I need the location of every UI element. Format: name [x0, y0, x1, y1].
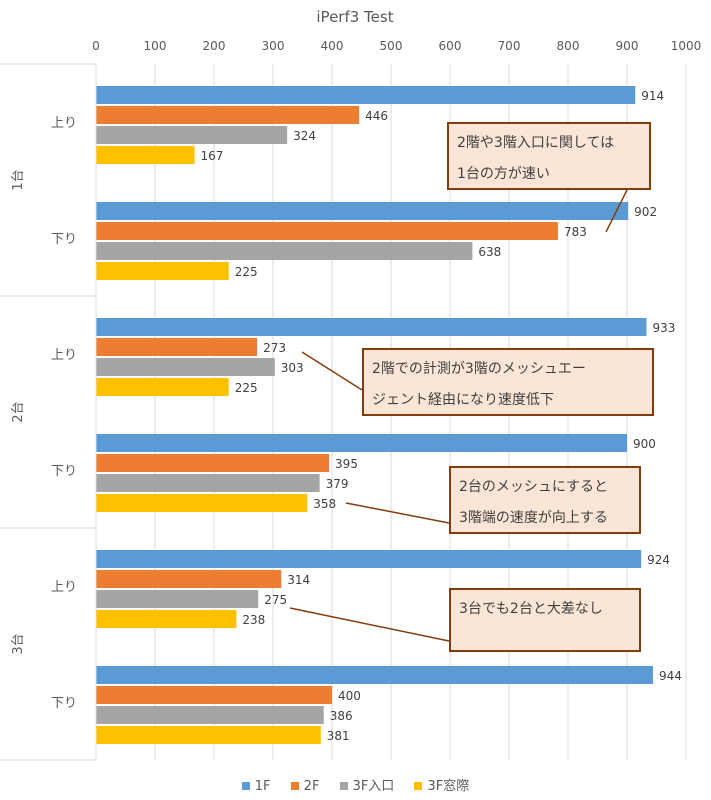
data-label: 638 — [478, 245, 501, 259]
bar — [96, 86, 636, 104]
bar — [96, 570, 282, 588]
category-label: 上り — [51, 348, 77, 363]
group-label: 1台 — [11, 169, 26, 190]
bar — [96, 318, 647, 336]
legend-label: 3F入口 — [352, 779, 395, 794]
data-label: 900 — [633, 437, 656, 451]
data-label: 238 — [242, 613, 265, 627]
annotation-3-line1: 2台のメッシュにすると — [459, 479, 609, 495]
legend-swatch — [339, 782, 348, 790]
data-label: 379 — [326, 477, 349, 491]
annotation-1-line2: 1台の方が速い — [457, 166, 550, 182]
annotation-2-line1: 2階での計測が3階のメッシュエー — [372, 361, 586, 377]
data-label: 275 — [264, 593, 287, 607]
data-label: 225 — [235, 381, 258, 395]
x-tick-label: 200 — [203, 39, 226, 53]
data-label: 303 — [281, 361, 304, 375]
legend-swatch — [414, 782, 423, 790]
annotation-4-line1: 3台でも2台と大差なし — [459, 601, 603, 617]
bar — [96, 106, 360, 124]
bar — [96, 262, 229, 280]
annotation-leader-line — [605, 187, 629, 233]
annotation-leader-line — [289, 607, 450, 642]
bar — [96, 686, 332, 704]
bar — [96, 338, 258, 356]
bar — [96, 222, 558, 240]
legend-item-3f-entrance: 3F入口 — [339, 775, 395, 794]
legend-swatch — [290, 782, 299, 790]
annotation-2: 2階での計測が3階のメッシュエー ジェント経由になり速度低下 — [362, 348, 654, 416]
bar — [96, 494, 308, 512]
data-label: 933 — [652, 321, 675, 335]
legend-label: 3F窓際 — [427, 779, 470, 794]
group-label: 3台 — [11, 633, 26, 654]
annotation-leader-line — [301, 351, 363, 391]
bar — [96, 358, 275, 376]
data-label: 381 — [327, 729, 350, 743]
category-label: 上り — [51, 116, 77, 131]
bar — [96, 706, 324, 724]
bar — [96, 202, 629, 220]
annotation-1-line1: 2階や3階入口に関しては — [457, 135, 615, 151]
x-tick-label: 0 — [92, 39, 100, 53]
annotation-3-line2: 3階端の速度が向上する — [459, 510, 608, 526]
bar — [96, 378, 229, 396]
legend-swatch — [241, 782, 250, 790]
data-label: 314 — [287, 573, 310, 587]
x-tick-label: 500 — [380, 39, 403, 53]
data-label: 395 — [335, 457, 358, 471]
x-tick-label: 1000 — [671, 39, 702, 53]
group-label: 2台 — [11, 401, 26, 422]
category-label: 下り — [51, 696, 77, 711]
data-label: 273 — [263, 341, 286, 355]
bar — [96, 726, 321, 744]
x-tick-label: 400 — [321, 39, 344, 53]
bar — [96, 474, 320, 492]
annotation-leader-line — [345, 502, 450, 524]
bar — [96, 126, 288, 144]
data-label: 944 — [659, 669, 682, 683]
data-label: 783 — [564, 225, 587, 239]
bar — [96, 666, 653, 684]
category-label: 下り — [51, 464, 77, 479]
legend-item-3f-window: 3F窓際 — [414, 775, 469, 794]
x-tick-label: 700 — [498, 39, 521, 53]
data-label: 446 — [365, 109, 388, 123]
category-label: 上り — [51, 580, 77, 595]
data-label: 914 — [641, 89, 664, 103]
legend-item-1f: 1F — [241, 779, 271, 794]
legend: 1F 2F 3F入口 3F窓際 — [0, 775, 711, 794]
data-label: 324 — [293, 129, 316, 143]
x-tick-label: 100 — [144, 39, 167, 53]
annotation-1: 2階や3階入口に関しては 1台の方が速い — [447, 122, 651, 190]
data-label: 225 — [235, 265, 258, 279]
bar — [96, 590, 259, 608]
annotation-4: 3台でも2台と大差なし — [449, 588, 641, 652]
category-label: 下り — [51, 232, 77, 247]
data-label: 400 — [338, 689, 361, 703]
bar — [96, 550, 642, 568]
bar — [96, 146, 195, 164]
bar — [96, 434, 627, 452]
bar — [96, 454, 330, 472]
legend-label: 2F — [303, 779, 320, 794]
legend-item-2f: 2F — [290, 779, 320, 794]
data-label: 924 — [647, 553, 670, 567]
annotation-2-line2: ジェント経由になり速度低下 — [372, 392, 554, 408]
x-tick-label: 900 — [616, 39, 639, 53]
x-tick-label: 800 — [557, 39, 580, 53]
data-label: 167 — [201, 149, 224, 163]
bar — [96, 610, 237, 628]
x-tick-label: 600 — [439, 39, 462, 53]
bar — [96, 242, 473, 260]
data-label: 358 — [313, 497, 336, 511]
data-label: 386 — [330, 709, 353, 723]
x-tick-label: 300 — [262, 39, 285, 53]
annotation-3: 2台のメッシュにすると 3階端の速度が向上する — [449, 466, 641, 534]
legend-label: 1F — [254, 779, 271, 794]
data-label: 902 — [634, 205, 657, 219]
chart-title: iPerf3 Test — [316, 8, 393, 26]
